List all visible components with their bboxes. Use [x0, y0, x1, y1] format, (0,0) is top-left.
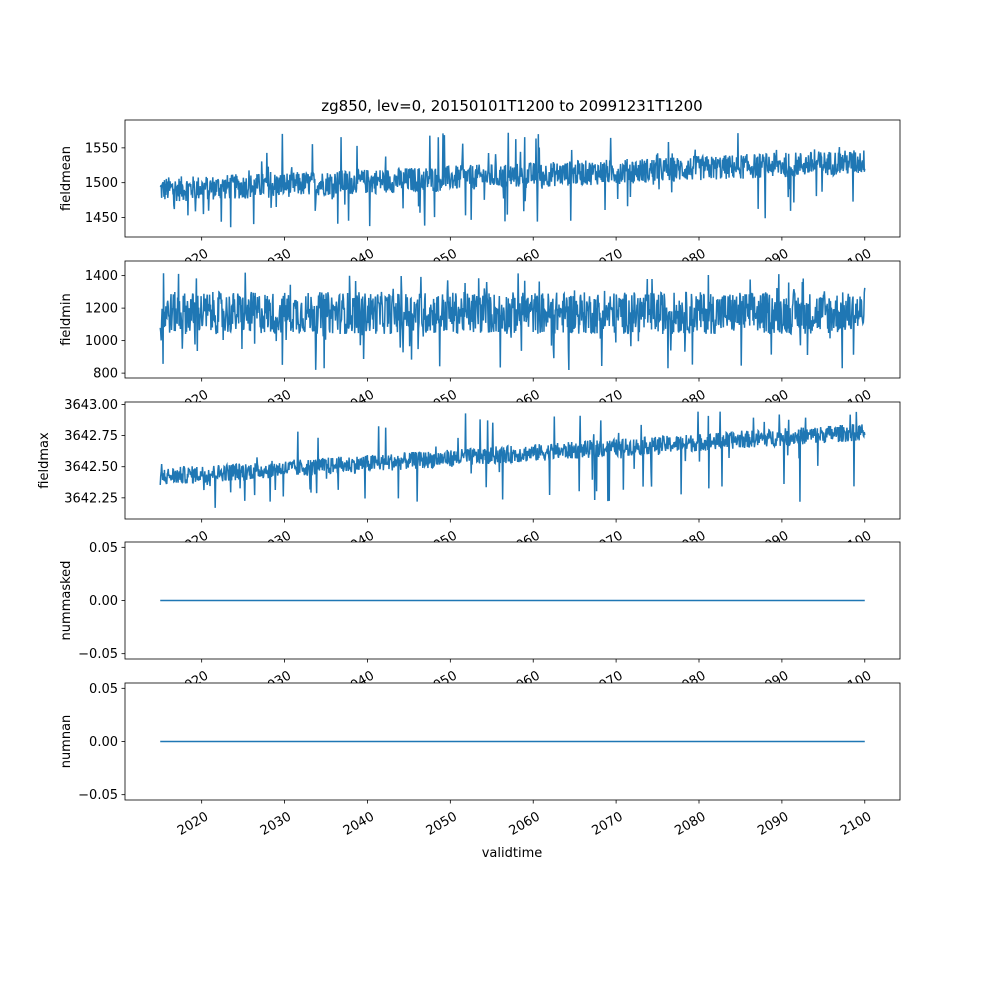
- fieldmin-ytick-label: 1000: [85, 334, 118, 349]
- fieldmean-axes-frame: [124, 119, 901, 238]
- numnan-ytick-label: 0.00: [89, 735, 118, 750]
- fieldmax-ytick-label: 3642.50: [64, 460, 118, 475]
- fieldmin-series-line: [159, 272, 866, 370]
- fieldmin-ytick-label: 800: [93, 367, 118, 382]
- fieldmax-axes-frame: [124, 401, 901, 520]
- numnan-ytick-label: −0.05: [78, 788, 118, 803]
- fieldmin-ytick-label: 1200: [85, 302, 118, 317]
- fieldmin-ytick-label: 1400: [85, 269, 118, 284]
- fieldmin-y-axis-label: fieldmin: [59, 293, 74, 346]
- nummasked-ytick-label: 0.00: [89, 594, 118, 609]
- panel-fieldmin: 8001000120014002020203020402050206020702…: [59, 260, 901, 402]
- figure-title: zg850, lev=0, 20150101T1200 to 20991231T…: [321, 97, 702, 115]
- fieldmin-axes-frame: [124, 260, 901, 379]
- fieldmean-ytick-label: 1450: [85, 211, 118, 226]
- nummasked-ytick-label: 0.05: [89, 541, 118, 556]
- fieldmax-y-axis-label: fieldmax: [37, 432, 52, 489]
- fieldmean-ytick-label: 1550: [85, 141, 118, 156]
- numnan-ytick-label: 0.05: [89, 682, 118, 697]
- fieldmax-series-line: [159, 411, 866, 508]
- x-axis-label: validtime: [482, 846, 543, 861]
- nummasked-ytick-label: −0.05: [78, 647, 118, 662]
- fieldmean-ytick-label: 1500: [85, 176, 118, 191]
- numnan-y-axis-label: numnan: [59, 715, 74, 769]
- fieldmax-ytick-label: 3643.00: [64, 398, 118, 413]
- fieldmax-ytick-label: 3642.25: [64, 491, 118, 506]
- fieldmean-series-line: [159, 132, 866, 228]
- nummasked-y-axis-label: nummasked: [59, 561, 74, 641]
- fieldmax-ytick-label: 3642.75: [64, 429, 118, 444]
- fieldmean-y-axis-label: fieldmean: [59, 146, 74, 211]
